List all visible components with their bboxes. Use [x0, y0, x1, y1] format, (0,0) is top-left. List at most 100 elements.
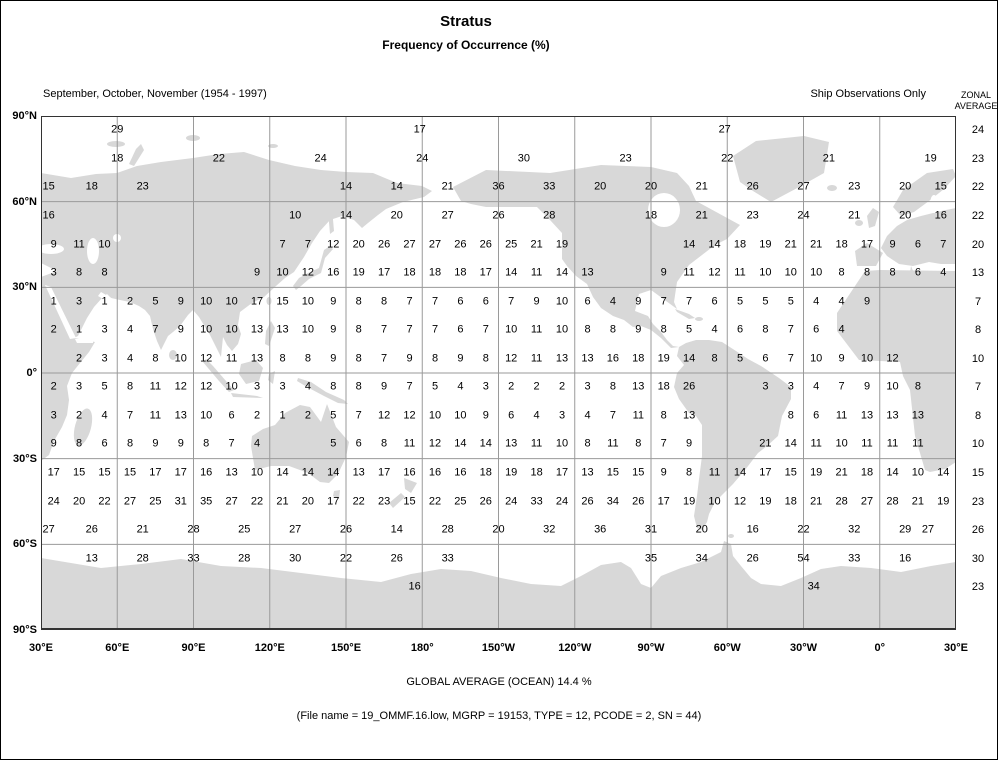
grid-value: 4 [126, 323, 134, 336]
grid-value: 10 [225, 380, 238, 393]
longitude-tick-label: 120°E [254, 642, 285, 654]
grid-value: 9 [482, 409, 489, 422]
grid-value: 16 [42, 209, 55, 222]
grid-value: 9 [635, 323, 642, 336]
grid-value: 8 [355, 380, 362, 393]
grid-value: 9 [177, 437, 184, 450]
grid-value: 7 [838, 380, 845, 393]
grid-value: 21 [276, 495, 289, 507]
zonal-average-value: 7 [974, 381, 982, 394]
grid-value: 7 [787, 352, 794, 365]
grid-value: 19 [810, 466, 823, 479]
landmass-new-guinea [297, 378, 348, 404]
world-map-svg [41, 116, 956, 630]
grid-value: 8 [304, 352, 311, 365]
page-title: Stratus [440, 13, 492, 30]
zonal-average-value: 15 [971, 466, 985, 479]
grid-value: 23 [377, 495, 391, 507]
grid-value: 7 [126, 409, 134, 422]
grid-value: 10 [555, 295, 569, 308]
grid-value: 8 [101, 266, 108, 279]
grid-value: 9 [889, 238, 896, 250]
grid-value: 11 [530, 323, 543, 336]
grid-value: 15 [784, 466, 797, 479]
grid-value: 54 [797, 552, 810, 565]
grid-value: 8 [381, 437, 388, 450]
grid-value: 22 [721, 152, 734, 165]
grid-value: 10 [200, 295, 213, 308]
grid-value: 10 [759, 266, 772, 279]
grid-value: 3 [76, 295, 83, 308]
grid-value: 13 [85, 552, 98, 565]
grid-value: 12 [301, 266, 315, 279]
grid-value: 10 [835, 437, 848, 450]
grid-value: 12 [733, 495, 747, 507]
grid-value: 14 [555, 266, 569, 279]
grid-value: 9 [381, 380, 388, 393]
grid-value: 27 [441, 209, 454, 222]
grid-value: 9 [457, 352, 464, 365]
sea-baltic [930, 195, 938, 213]
sea-red-sea [45, 285, 76, 339]
grid-value: 28 [441, 523, 454, 536]
grid-value: 3 [253, 380, 261, 393]
landmass-falklands [728, 534, 734, 538]
grid-value: 17 [149, 466, 162, 479]
landmass-scandinavia [893, 169, 956, 216]
grid-value: 17 [860, 238, 874, 250]
grid-value: 7 [228, 437, 235, 450]
grid-value: 17 [555, 466, 569, 479]
grid-value: 17 [759, 466, 772, 479]
grid-value: 4 [457, 380, 464, 393]
grid-value: 13 [174, 409, 187, 422]
grid-value: 26 [454, 238, 467, 250]
latitude-tick-label: 60°N [12, 195, 37, 208]
grid-value: 28 [886, 495, 899, 507]
landmass-sri-lanka [169, 350, 177, 360]
grid-value: 10 [886, 380, 899, 393]
grid-value: 14 [301, 466, 315, 479]
longitude-tick-label: 90°W [637, 642, 665, 654]
grid-value: 14 [708, 238, 721, 250]
landmass-hispaniola [695, 317, 703, 321]
grid-value: 26 [390, 552, 403, 565]
global-average-label: GLOBAL AVERAGE (OCEAN) 14.4 % [406, 676, 592, 688]
grid-value: 10 [555, 437, 569, 450]
grid-value: 8 [686, 466, 693, 479]
grid-value: 11 [403, 437, 416, 450]
grid-value: 7 [940, 238, 947, 250]
grid-value: 11 [886, 437, 899, 450]
grid-value: 15 [403, 495, 416, 507]
grid-value: 19 [937, 495, 950, 507]
grid-value: 26 [682, 380, 696, 393]
grid-value: 17 [47, 466, 60, 479]
grid-value: 13 [682, 409, 696, 422]
grid-value: 6 [482, 295, 489, 308]
sea-persian-gulf [98, 292, 113, 303]
grid-value: 8 [355, 352, 362, 365]
grid-value: 29 [899, 523, 912, 536]
grid-value: 9 [330, 295, 337, 308]
grid-value: 24 [314, 152, 327, 165]
grid-value: 1 [101, 295, 108, 308]
grid-value: 6 [813, 409, 820, 422]
grid-value: 9 [533, 295, 540, 308]
grid-value: 4 [584, 409, 591, 422]
grid-value: 5 [330, 409, 337, 422]
zonal-average-value: 30 [971, 552, 985, 565]
grid-value: 6 [736, 323, 744, 336]
grid-value: 15 [98, 466, 111, 479]
grid-value: 8 [711, 352, 718, 365]
grid-value: 7 [686, 295, 693, 308]
grid-value: 7 [406, 380, 413, 393]
grid-value: 7 [482, 323, 489, 336]
zonal-average-value: 22 [971, 209, 985, 222]
grid-value: 18 [454, 266, 467, 279]
grid-value: 7 [431, 323, 439, 336]
grid-value: 10 [200, 323, 213, 336]
grid-value: 11 [734, 266, 746, 279]
grid-value: 11 [632, 409, 645, 422]
grid-value: 4 [126, 352, 134, 365]
zonal-average-value: 8 [974, 324, 982, 337]
